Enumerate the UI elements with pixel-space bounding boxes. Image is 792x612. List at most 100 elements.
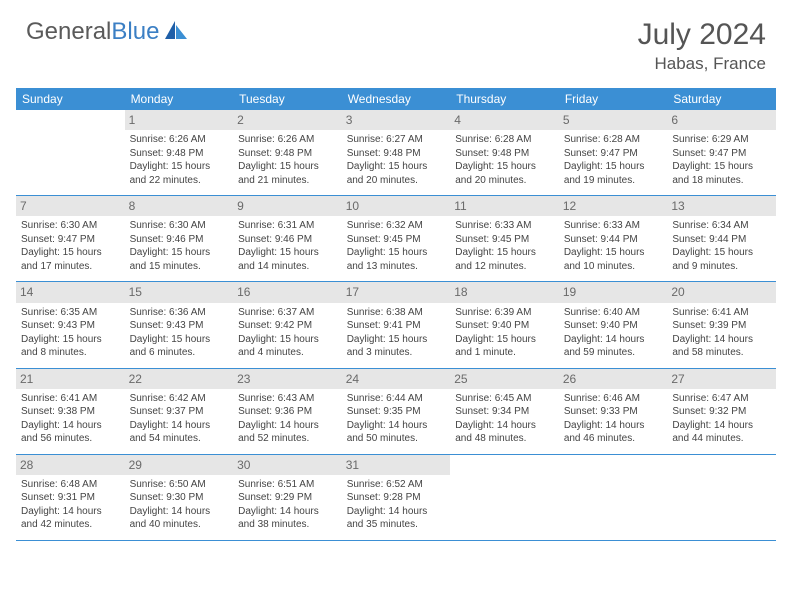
sunrise-text: Sunrise: 6:29 AM: [672, 133, 771, 147]
day-number: 29: [125, 455, 234, 475]
day-cell: 30Sunrise: 6:51 AMSunset: 9:29 PMDayligh…: [233, 454, 342, 540]
daylight-text: Daylight: 14 hours and 42 minutes.: [21, 505, 120, 532]
day-cell: 31Sunrise: 6:52 AMSunset: 9:28 PMDayligh…: [342, 454, 451, 540]
brand-logo: GeneralBlue: [26, 18, 189, 46]
sunrise-text: Sunrise: 6:41 AM: [21, 392, 120, 406]
sunrise-text: Sunrise: 6:48 AM: [21, 478, 120, 492]
daylight-text: Daylight: 15 hours and 13 minutes.: [347, 246, 446, 273]
daylight-text: Daylight: 15 hours and 20 minutes.: [347, 160, 446, 187]
sunset-text: Sunset: 9:48 PM: [455, 147, 554, 161]
daylight-text: Daylight: 15 hours and 1 minute.: [455, 333, 554, 360]
day-number: 1: [125, 110, 234, 130]
sunset-text: Sunset: 9:48 PM: [130, 147, 229, 161]
day-number: 27: [667, 369, 776, 389]
day-header: Thursday: [450, 88, 559, 110]
daylight-text: Daylight: 15 hours and 14 minutes.: [238, 246, 337, 273]
day-cell: 16Sunrise: 6:37 AMSunset: 9:42 PMDayligh…: [233, 282, 342, 368]
daylight-text: Daylight: 14 hours and 40 minutes.: [130, 505, 229, 532]
daylight-text: Daylight: 14 hours and 52 minutes.: [238, 419, 337, 446]
sunrise-text: Sunrise: 6:47 AM: [672, 392, 771, 406]
daylight-text: Daylight: 15 hours and 19 minutes.: [564, 160, 663, 187]
day-header: Wednesday: [342, 88, 451, 110]
sunrise-text: Sunrise: 6:37 AM: [238, 306, 337, 320]
day-cell: 15Sunrise: 6:36 AMSunset: 9:43 PMDayligh…: [125, 282, 234, 368]
day-cell: 17Sunrise: 6:38 AMSunset: 9:41 PMDayligh…: [342, 282, 451, 368]
day-number: 6: [667, 110, 776, 130]
sunset-text: Sunset: 9:47 PM: [564, 147, 663, 161]
sunset-text: Sunset: 9:28 PM: [347, 491, 446, 505]
sunrise-text: Sunrise: 6:31 AM: [238, 219, 337, 233]
sunset-text: Sunset: 9:43 PM: [21, 319, 120, 333]
day-cell: 2Sunrise: 6:26 AMSunset: 9:48 PMDaylight…: [233, 110, 342, 196]
page-header: GeneralBlue July 2024 Habas, France: [0, 0, 792, 82]
sunrise-text: Sunrise: 6:42 AM: [130, 392, 229, 406]
daylight-text: Daylight: 15 hours and 4 minutes.: [238, 333, 337, 360]
sunrise-text: Sunrise: 6:26 AM: [130, 133, 229, 147]
sunrise-text: Sunrise: 6:30 AM: [21, 219, 120, 233]
day-number: 21: [16, 369, 125, 389]
day-number: 8: [125, 196, 234, 216]
sunset-text: Sunset: 9:40 PM: [455, 319, 554, 333]
sunset-text: Sunset: 9:46 PM: [130, 233, 229, 247]
daylight-text: Daylight: 15 hours and 18 minutes.: [672, 160, 771, 187]
sunrise-text: Sunrise: 6:43 AM: [238, 392, 337, 406]
sunset-text: Sunset: 9:30 PM: [130, 491, 229, 505]
day-number: 15: [125, 282, 234, 302]
week-row: 14Sunrise: 6:35 AMSunset: 9:43 PMDayligh…: [16, 282, 776, 368]
calendar-body: 1Sunrise: 6:26 AMSunset: 9:48 PMDaylight…: [16, 110, 776, 540]
daylight-text: Daylight: 14 hours and 58 minutes.: [672, 333, 771, 360]
sunrise-text: Sunrise: 6:50 AM: [130, 478, 229, 492]
day-cell: 9Sunrise: 6:31 AMSunset: 9:46 PMDaylight…: [233, 196, 342, 282]
sunrise-text: Sunrise: 6:41 AM: [672, 306, 771, 320]
daylight-text: Daylight: 14 hours and 56 minutes.: [21, 419, 120, 446]
day-header-row: Sunday Monday Tuesday Wednesday Thursday…: [16, 88, 776, 110]
daylight-text: Daylight: 14 hours and 48 minutes.: [455, 419, 554, 446]
day-cell: 13Sunrise: 6:34 AMSunset: 9:44 PMDayligh…: [667, 196, 776, 282]
daylight-text: Daylight: 15 hours and 8 minutes.: [21, 333, 120, 360]
brand-name-b: Blue: [111, 18, 159, 45]
calendar-head: Sunday Monday Tuesday Wednesday Thursday…: [16, 88, 776, 110]
day-number: 4: [450, 110, 559, 130]
daylight-text: Daylight: 14 hours and 54 minutes.: [130, 419, 229, 446]
sunrise-text: Sunrise: 6:33 AM: [455, 219, 554, 233]
sunset-text: Sunset: 9:41 PM: [347, 319, 446, 333]
sunset-text: Sunset: 9:29 PM: [238, 491, 337, 505]
day-number: 5: [559, 110, 668, 130]
sunset-text: Sunset: 9:32 PM: [672, 405, 771, 419]
sunset-text: Sunset: 9:38 PM: [21, 405, 120, 419]
day-number: 2: [233, 110, 342, 130]
sunrise-text: Sunrise: 6:27 AM: [347, 133, 446, 147]
sunrise-text: Sunrise: 6:28 AM: [564, 133, 663, 147]
day-number: 22: [125, 369, 234, 389]
title-block: July 2024 Habas, France: [638, 18, 766, 74]
day-number: 12: [559, 196, 668, 216]
week-row: 21Sunrise: 6:41 AMSunset: 9:38 PMDayligh…: [16, 368, 776, 454]
daylight-text: Daylight: 14 hours and 35 minutes.: [347, 505, 446, 532]
sunrise-text: Sunrise: 6:38 AM: [347, 306, 446, 320]
sunrise-text: Sunrise: 6:30 AM: [130, 219, 229, 233]
sunset-text: Sunset: 9:39 PM: [672, 319, 771, 333]
sunset-text: Sunset: 9:43 PM: [130, 319, 229, 333]
day-cell: 28Sunrise: 6:48 AMSunset: 9:31 PMDayligh…: [16, 454, 125, 540]
sunset-text: Sunset: 9:48 PM: [347, 147, 446, 161]
sunset-text: Sunset: 9:46 PM: [238, 233, 337, 247]
day-cell: 23Sunrise: 6:43 AMSunset: 9:36 PMDayligh…: [233, 368, 342, 454]
sunset-text: Sunset: 9:47 PM: [672, 147, 771, 161]
day-cell: [559, 454, 668, 540]
sunset-text: Sunset: 9:45 PM: [347, 233, 446, 247]
calendar-table: Sunday Monday Tuesday Wednesday Thursday…: [16, 88, 776, 541]
sunrise-text: Sunrise: 6:28 AM: [455, 133, 554, 147]
daylight-text: Daylight: 15 hours and 15 minutes.: [130, 246, 229, 273]
day-number: 25: [450, 369, 559, 389]
day-cell: 5 Sunrise: 6:28 AMSunset: 9:47 PMDaylight…: [559, 110, 668, 196]
sunset-text: Sunset: 9:35 PM: [347, 405, 446, 419]
sunrise-text: Sunrise: 6:26 AM: [238, 133, 337, 147]
day-number: 17: [342, 282, 451, 302]
day-cell: 4Sunrise: 6:28 AMSunset: 9:48 PMDaylight…: [450, 110, 559, 196]
sunrise-text: Sunrise: 6:46 AM: [564, 392, 663, 406]
day-number: 13: [667, 196, 776, 216]
day-cell: 25Sunrise: 6:45 AMSunset: 9:34 PMDayligh…: [450, 368, 559, 454]
day-header: Monday: [125, 88, 234, 110]
day-cell: 22Sunrise: 6:42 AMSunset: 9:37 PMDayligh…: [125, 368, 234, 454]
week-row: 1Sunrise: 6:26 AMSunset: 9:48 PMDaylight…: [16, 110, 776, 196]
